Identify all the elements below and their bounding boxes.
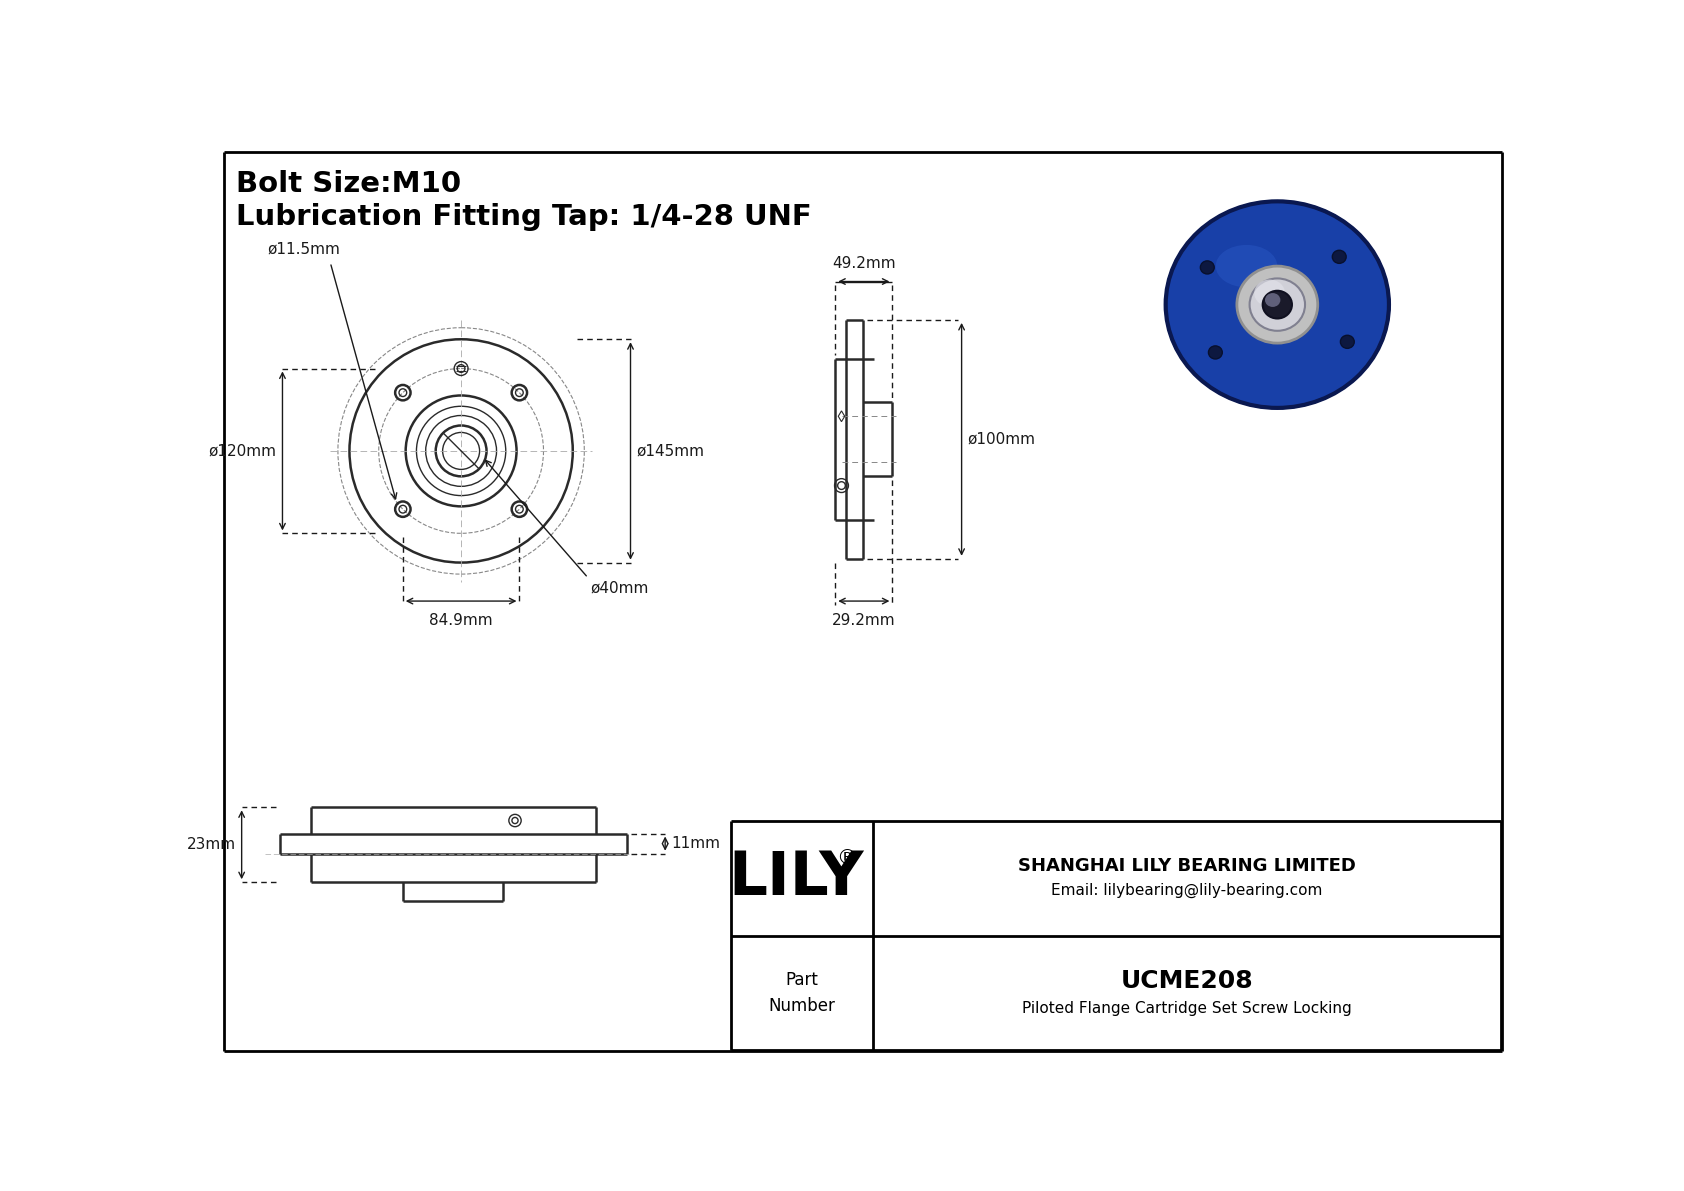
Text: SHANGHAI LILY BEARING LIMITED: SHANGHAI LILY BEARING LIMITED (1017, 858, 1356, 875)
Text: 23mm: 23mm (187, 837, 236, 853)
Ellipse shape (1250, 279, 1305, 331)
Text: 49.2mm: 49.2mm (832, 256, 896, 270)
Text: ø145mm: ø145mm (637, 443, 704, 459)
Ellipse shape (1332, 250, 1346, 263)
Ellipse shape (1255, 280, 1285, 306)
Text: Part
Number: Part Number (768, 971, 835, 1015)
Text: ø120mm: ø120mm (209, 443, 276, 459)
Ellipse shape (1209, 345, 1223, 358)
Text: Bolt Size:M10: Bolt Size:M10 (236, 170, 461, 198)
Text: Piloted Flange Cartridge Set Screw Locking: Piloted Flange Cartridge Set Screw Locki… (1022, 1000, 1352, 1016)
Text: 11mm: 11mm (672, 836, 721, 852)
Text: 84.9mm: 84.9mm (429, 613, 493, 629)
Text: UCME208: UCME208 (1120, 968, 1253, 992)
Text: LILY: LILY (727, 849, 864, 908)
Ellipse shape (1263, 291, 1292, 318)
Text: 29.2mm: 29.2mm (832, 613, 896, 629)
Text: ø40mm: ø40mm (591, 580, 648, 596)
Ellipse shape (1165, 201, 1389, 407)
Ellipse shape (1216, 245, 1276, 287)
Ellipse shape (1236, 266, 1319, 343)
Text: ø100mm: ø100mm (968, 432, 1036, 447)
Text: Lubrication Fitting Tap: 1/4-28 UNF: Lubrication Fitting Tap: 1/4-28 UNF (236, 202, 812, 231)
Text: ø11.5mm: ø11.5mm (268, 242, 340, 257)
Ellipse shape (1340, 335, 1354, 348)
Ellipse shape (1265, 293, 1280, 307)
Text: ®: ® (835, 848, 857, 868)
Text: Email: lilybearing@lily-bearing.com: Email: lilybearing@lily-bearing.com (1051, 883, 1322, 898)
Ellipse shape (1201, 261, 1214, 274)
